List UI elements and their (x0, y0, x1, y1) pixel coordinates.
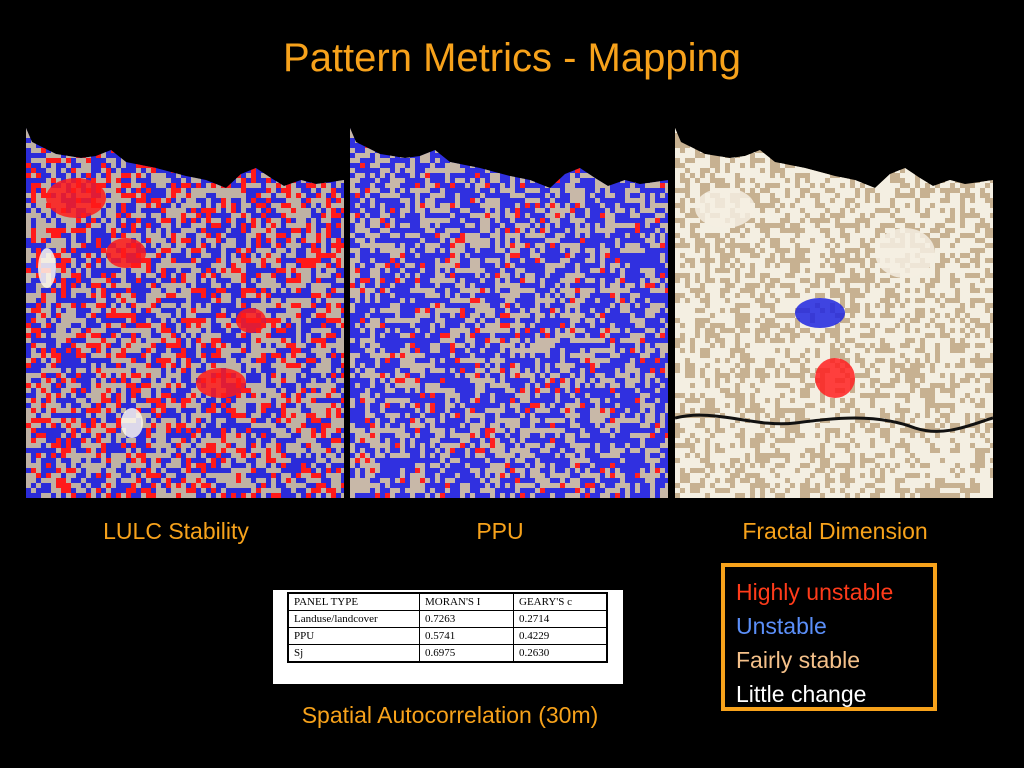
table-row: PPU 0.5741 0.4229 (287, 627, 608, 645)
lulc-stability-label: LULC Stability (103, 518, 249, 544)
legend-item-unstable: Unstable (736, 613, 827, 639)
header-gearys-c: GEARY'S c (513, 592, 608, 611)
legend: Highly unstable Unstable Fairly stable L… (721, 563, 937, 711)
header-panel-type: PANEL TYPE (287, 592, 420, 611)
lulc-stability-map (26, 128, 344, 498)
legend-item-highly-unstable: Highly unstable (736, 579, 894, 605)
ppu-label: PPU (476, 518, 524, 544)
slide-title: Pattern Metrics - Mapping (283, 36, 741, 80)
table-cell: 0.6975 (419, 644, 514, 663)
table-cell: 0.4229 (513, 627, 608, 645)
table-caption: Spatial Autocorrelation (30m) (301, 702, 599, 728)
ppu-map (350, 128, 668, 498)
table-cell: PPU (287, 627, 420, 645)
table-row: Sj 0.6975 0.2630 (287, 644, 608, 663)
header-morans-i: MORAN'S I (419, 592, 514, 611)
fractal-dimension-label: Fractal Dimension (742, 518, 928, 544)
legend-item-fairly-stable: Fairly stable (736, 647, 860, 673)
table-header-row: PANEL TYPE MORAN'S I GEARY'S c (287, 592, 608, 611)
table-cell: 0.5741 (419, 627, 514, 645)
table-cell: 0.2630 (513, 644, 608, 663)
table-row: Landuse/landcover 0.7263 0.2714 (287, 610, 608, 628)
autocorrelation-table: PANEL TYPE MORAN'S I GEARY'S c Landuse/l… (287, 592, 608, 663)
table-cell: 0.7263 (419, 610, 514, 628)
autocorrelation-table-panel: PANEL TYPE MORAN'S I GEARY'S c Landuse/l… (273, 590, 623, 684)
fractal-dimension-map (675, 128, 993, 498)
table-cell: Sj (287, 644, 420, 663)
legend-item-little-change: Little change (736, 681, 867, 707)
table-cell: 0.2714 (513, 610, 608, 628)
table-cell: Landuse/landcover (287, 610, 420, 628)
